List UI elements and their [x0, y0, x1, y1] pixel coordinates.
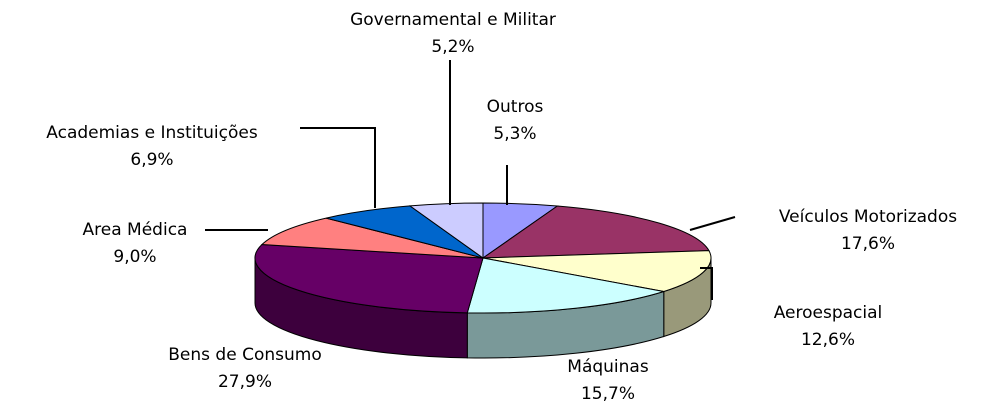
slice-label: Veículos Motorizados: [779, 207, 957, 227]
slice-label: Governamental e Militar: [350, 10, 556, 30]
slice-label: Aeroespacial: [774, 303, 883, 323]
leader-line: [700, 267, 713, 300]
slice-label: Máquinas: [567, 357, 649, 377]
pie-slice: [254, 244, 484, 314]
value-label: 5,3%: [493, 124, 536, 144]
value-label: 5,2%: [431, 37, 474, 57]
leader-line: [689, 216, 736, 231]
value-label: 9,0%: [113, 247, 156, 267]
slice-label: Area Médica: [83, 220, 188, 240]
pie-slice: [408, 202, 484, 259]
leader-line: [300, 127, 376, 208]
pie-slice: [466, 257, 664, 314]
pie-slice: [481, 205, 710, 259]
value-label: 27,9%: [218, 372, 272, 392]
slice-label: Bens de Consumo: [168, 345, 321, 365]
slice-label: Outros: [487, 97, 544, 117]
value-label: 15,7%: [581, 384, 635, 404]
slice-label: Academias e Instituições: [46, 123, 258, 143]
pie-slice: [482, 250, 712, 293]
value-label: 6,9%: [130, 150, 173, 170]
value-label: 17,6%: [841, 234, 895, 254]
value-label: 12,6%: [801, 330, 855, 350]
pie-slice: [260, 217, 484, 259]
